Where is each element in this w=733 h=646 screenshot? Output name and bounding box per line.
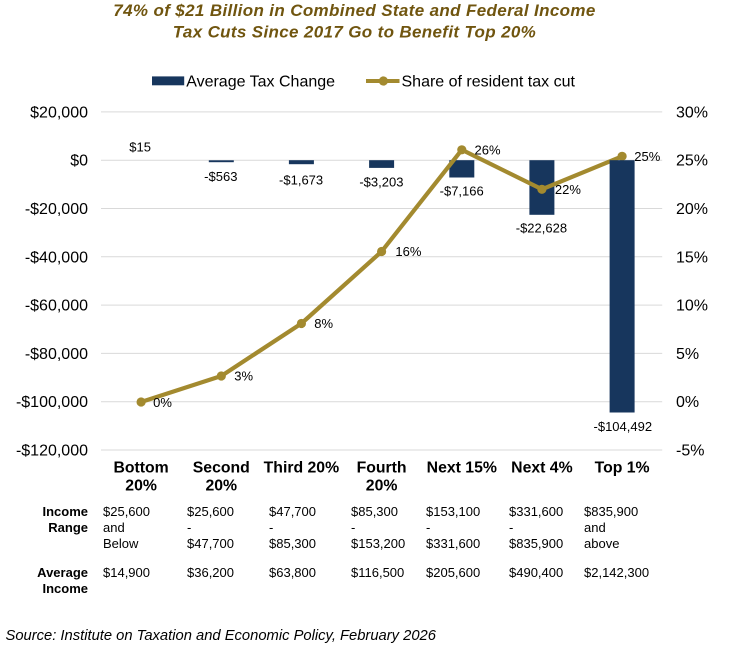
svg-text:25%: 25% (676, 153, 708, 170)
svg-text:20%: 20% (676, 201, 708, 218)
svg-text:-: - (426, 520, 430, 535)
svg-text:3%: 3% (234, 369, 253, 384)
svg-text:$36,200: $36,200 (187, 565, 234, 580)
svg-text:-: - (187, 520, 191, 535)
svg-text:-$7,166: -$7,166 (440, 183, 484, 198)
svg-text:Average Tax Change: Average Tax Change (186, 74, 335, 91)
svg-text:and: and (584, 520, 606, 535)
svg-text:15%: 15% (676, 249, 708, 266)
svg-text:Source: Institute on Taxation: Source: Institute on Taxation and Econom… (6, 628, 437, 644)
svg-text:Next 4%: Next 4% (511, 460, 572, 477)
svg-text:$490,400: $490,400 (509, 565, 563, 580)
svg-text:$85,300: $85,300 (351, 504, 398, 519)
svg-text:-: - (351, 520, 355, 535)
svg-text:-$104,492: -$104,492 (594, 419, 653, 434)
svg-text:$63,800: $63,800 (269, 565, 316, 580)
svg-text:16%: 16% (395, 244, 421, 259)
svg-text:$153,100: $153,100 (426, 504, 480, 519)
svg-text:$47,700: $47,700 (269, 504, 316, 519)
svg-text:$15: $15 (129, 139, 151, 154)
svg-text:Top 1%: Top 1% (595, 460, 650, 477)
svg-text:Income: Income (42, 504, 88, 519)
svg-text:$14,900: $14,900 (103, 565, 150, 580)
svg-text:Fourth: Fourth (357, 460, 407, 477)
svg-text:-$563: -$563 (204, 169, 237, 184)
svg-text:-: - (509, 520, 513, 535)
svg-text:-$40,000: -$40,000 (25, 249, 88, 266)
svg-text:26%: 26% (475, 143, 501, 158)
svg-text:-$22,628: -$22,628 (516, 220, 567, 235)
svg-text:Third 20%: Third 20% (264, 460, 340, 477)
svg-text:-: - (269, 520, 273, 535)
svg-text:22%: 22% (555, 182, 581, 197)
svg-text:20%: 20% (125, 478, 157, 495)
svg-text:-$60,000: -$60,000 (25, 298, 88, 315)
svg-text:Bottom: Bottom (113, 460, 168, 477)
svg-text:and: and (103, 520, 125, 535)
svg-text:30%: 30% (676, 104, 708, 121)
svg-text:$20,000: $20,000 (30, 104, 88, 121)
svg-text:Range: Range (48, 520, 88, 535)
svg-text:Tax Cuts Since 2017 Go to Bene: Tax Cuts Since 2017 Go to Benefit Top 20… (173, 22, 536, 41)
svg-text:0%: 0% (153, 395, 172, 410)
svg-text:8%: 8% (314, 316, 333, 331)
svg-text:$47,700: $47,700 (187, 536, 234, 551)
svg-text:-$1,673: -$1,673 (279, 172, 323, 187)
svg-text:-$3,203: -$3,203 (359, 175, 403, 190)
svg-text:0%: 0% (676, 394, 699, 411)
svg-text:$0: $0 (70, 153, 88, 170)
svg-text:20%: 20% (366, 478, 398, 495)
svg-text:-$80,000: -$80,000 (25, 346, 88, 363)
svg-text:74% of $21 Billion in Combined: 74% of $21 Billion in Combined State and… (113, 1, 595, 20)
svg-text:Average: Average (37, 565, 88, 580)
svg-text:$85,300: $85,300 (269, 536, 316, 551)
svg-text:Income: Income (42, 581, 88, 596)
svg-text:25%: 25% (634, 149, 660, 164)
svg-text:$331,600: $331,600 (426, 536, 480, 551)
svg-text:10%: 10% (676, 298, 708, 315)
svg-text:5%: 5% (676, 346, 699, 363)
svg-text:Second: Second (193, 460, 250, 477)
svg-text:$116,500: $116,500 (351, 565, 404, 580)
svg-text:$205,600: $205,600 (426, 565, 480, 580)
svg-text:Next 15%: Next 15% (427, 460, 497, 477)
svg-text:$835,900: $835,900 (509, 536, 563, 551)
svg-text:$153,200: $153,200 (351, 536, 405, 551)
svg-text:$25,600: $25,600 (103, 504, 150, 519)
svg-text:-5%: -5% (676, 443, 704, 460)
svg-text:above: above (584, 536, 619, 551)
svg-text:-$100,000: -$100,000 (16, 394, 88, 411)
svg-text:20%: 20% (205, 478, 237, 495)
svg-text:$331,600: $331,600 (509, 504, 563, 519)
svg-text:$2,142,300: $2,142,300 (584, 565, 649, 580)
svg-text:Share of resident tax cut: Share of resident tax cut (402, 74, 576, 91)
svg-text:$835,900: $835,900 (584, 504, 638, 519)
svg-text:-$20,000: -$20,000 (25, 201, 88, 218)
svg-text:$25,600: $25,600 (187, 504, 234, 519)
svg-text:-$120,000: -$120,000 (16, 443, 88, 460)
svg-text:Below: Below (103, 536, 139, 551)
